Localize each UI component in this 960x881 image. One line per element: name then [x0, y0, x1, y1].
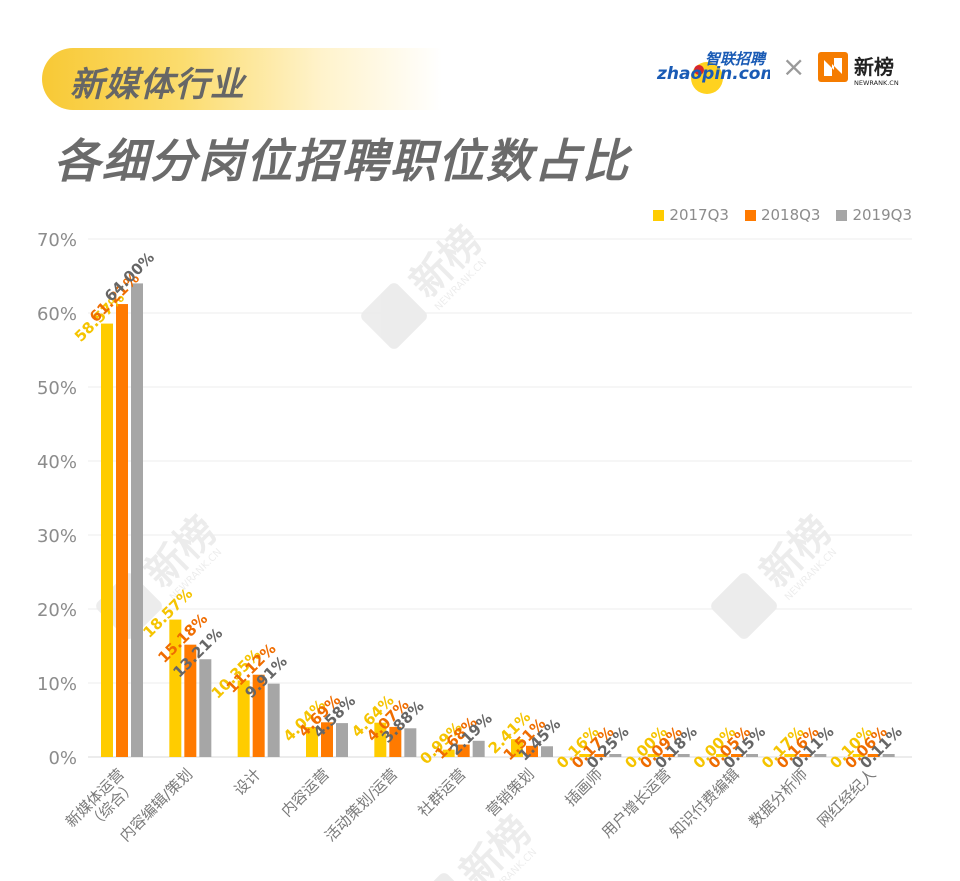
chart-title: 各细分岗位招聘职位数占比 — [54, 134, 630, 188]
x-category-label: 活动策划/运营 — [321, 765, 401, 845]
x-category-label: 网红经纪人 — [814, 765, 880, 831]
newrank-logo: 新榜 NEWRANK.CN — [818, 52, 899, 87]
y-tick-label: 20% — [37, 600, 77, 621]
zhaopin-logo-dot-icon — [694, 65, 704, 75]
bar-2019q3[interactable] — [267, 683, 280, 757]
bar-2019q3[interactable] — [541, 746, 553, 757]
bar-2018q3[interactable] — [731, 754, 743, 757]
value-label: 64.00% — [101, 248, 158, 305]
bar-2017q3[interactable] — [374, 722, 387, 757]
chart-legend: 2017Q3 2018Q3 2019Q3 — [653, 206, 912, 224]
bar-2017q3[interactable] — [442, 749, 455, 757]
x-category-label: 用户增长运营 — [598, 765, 674, 841]
y-tick-label: 50% — [37, 378, 77, 399]
bar-2019q3[interactable] — [472, 740, 485, 757]
collaboration-cross-icon: × — [782, 50, 806, 83]
newrank-logo-cn: 新榜 — [854, 55, 894, 79]
legend-label: 2019Q3 — [852, 206, 912, 224]
section-tag: 新媒体行业 — [70, 65, 245, 105]
bar-2017q3[interactable] — [852, 754, 865, 757]
legend-item-2018q3[interactable]: 2018Q3 — [744, 206, 821, 224]
y-axis: 0% 10% 20% 30% 40% 50% 60% 70% — [37, 230, 77, 769]
bar-2018q3[interactable] — [389, 726, 402, 757]
bar-2018q3[interactable] — [867, 754, 880, 757]
legend-item-2019q3[interactable]: 2019Q3 — [836, 206, 912, 224]
section-tag-banner: 新媒体行业 — [42, 48, 442, 110]
bar-2017q3[interactable] — [716, 754, 728, 757]
chart-bars — [101, 283, 895, 757]
bar-2018q3[interactable] — [457, 744, 470, 757]
y-tick-label: 70% — [37, 230, 77, 251]
bar-2019q3[interactable] — [882, 754, 895, 757]
zhaopin-logo-cn: 智联招聘 — [705, 50, 767, 68]
newrank-logo-en: NEWRANK.CN — [854, 79, 899, 87]
bar-2018q3[interactable] — [594, 754, 607, 757]
bar-2019q3[interactable] — [199, 659, 212, 757]
bar-2018q3[interactable] — [184, 644, 197, 757]
x-category-label: 内容编辑/策划 — [116, 765, 196, 845]
bar-2019q3[interactable] — [404, 728, 417, 757]
bar-2017q3[interactable] — [784, 754, 797, 757]
legend-item-2017q3[interactable]: 2017Q3 — [653, 206, 729, 224]
bar-2019q3[interactable] — [609, 754, 622, 757]
bar-2019q3[interactable] — [677, 754, 690, 757]
bar-2017q3[interactable] — [647, 754, 660, 757]
legend-swatch-2019q3 — [836, 209, 848, 221]
legend-label: 2018Q3 — [760, 206, 821, 224]
bar-2018q3[interactable] — [799, 754, 812, 757]
bar-2019q3[interactable] — [746, 754, 758, 757]
bar-2017q3[interactable] — [237, 680, 250, 757]
legend-swatch-2018q3 — [744, 209, 756, 221]
x-category-label: 知识付费编辑 — [666, 765, 742, 841]
newrank-logo-mark-icon — [818, 52, 848, 82]
y-tick-label: 0% — [48, 748, 77, 769]
x-category-label: 设计 — [231, 765, 265, 799]
y-tick-label: 10% — [37, 674, 77, 695]
y-tick-label: 40% — [37, 452, 77, 473]
chart-gridlines — [88, 238, 912, 758]
bar-2018q3[interactable] — [116, 304, 128, 757]
zhaopin-logo-en: zhaopin.com — [656, 64, 770, 84]
y-tick-label: 60% — [37, 304, 77, 325]
bar-2019q3[interactable] — [814, 754, 827, 757]
legend-label: 2017Q3 — [669, 206, 729, 224]
y-tick-label: 30% — [37, 526, 77, 547]
bar-2017q3[interactable] — [579, 754, 592, 757]
bar-2017q3[interactable] — [511, 739, 523, 757]
x-category-label: 数据分析师 — [745, 765, 811, 831]
bar-2017q3[interactable] — [101, 323, 113, 757]
bar-2017q3[interactable] — [306, 727, 318, 757]
bar-2018q3[interactable] — [662, 754, 675, 757]
x-category-label: 插画师 — [562, 765, 607, 810]
bar-2019q3[interactable] — [336, 723, 348, 757]
bar-2018q3[interactable] — [526, 745, 538, 757]
x-category-label: 社群运营 — [414, 765, 469, 820]
bar-2017q3[interactable] — [169, 619, 182, 757]
zhaopin-logo: 智联招聘 zhaopin.com — [656, 50, 770, 94]
bar-2019q3[interactable] — [131, 283, 143, 757]
bar-2018q3[interactable] — [321, 722, 333, 757]
x-category-label: 内容运营 — [278, 765, 333, 820]
legend-swatch-2017q3 — [653, 209, 665, 221]
bar-2018q3[interactable] — [252, 674, 265, 757]
